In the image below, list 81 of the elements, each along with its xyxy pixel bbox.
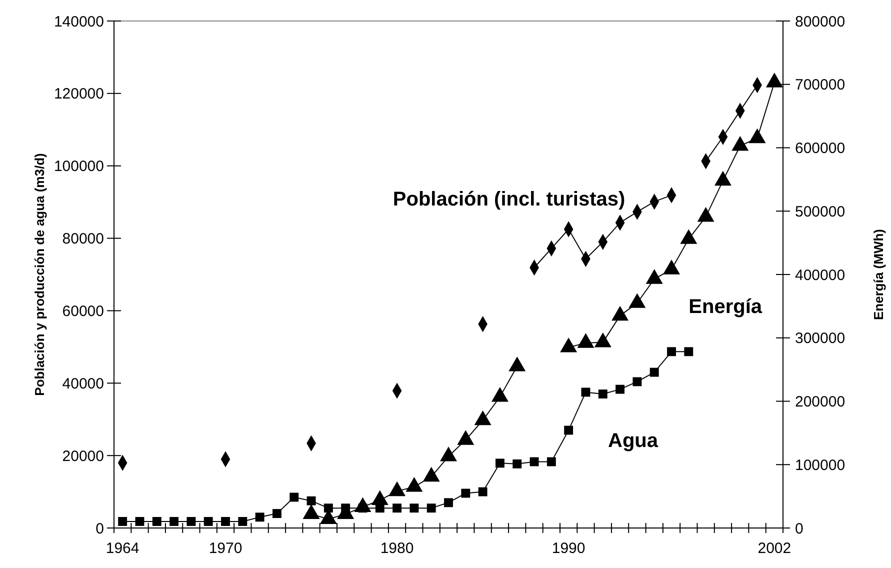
point	[697, 207, 714, 222]
point	[512, 459, 522, 468]
point	[646, 269, 663, 284]
point	[594, 332, 612, 348]
point	[530, 457, 539, 466]
point	[598, 390, 608, 398]
point	[135, 517, 144, 526]
series-label: Población (incl. turistas)	[392, 188, 626, 211]
point	[508, 356, 526, 372]
point	[422, 466, 440, 482]
point	[238, 517, 248, 526]
point	[748, 128, 766, 144]
point	[564, 426, 574, 435]
point	[388, 481, 406, 496]
x-tick-label: 2002	[758, 540, 792, 557]
y2-tick-label: 600000	[795, 140, 846, 157]
point	[628, 293, 646, 308]
point	[663, 260, 680, 274]
point	[766, 72, 783, 88]
point	[560, 338, 578, 352]
x-tick-label: 1970	[208, 540, 242, 557]
point	[581, 388, 590, 397]
point	[255, 512, 264, 522]
point	[546, 457, 556, 466]
point	[204, 517, 213, 526]
y2-tick-label: 200000	[795, 394, 846, 410]
y2-tick-label: 800000	[795, 13, 846, 30]
series-label: Agua	[608, 430, 659, 452]
point	[474, 410, 492, 426]
y-axis-title: Población y producción de agua (m3/d)	[32, 153, 47, 396]
y2-tick-label: 300000	[795, 330, 846, 348]
point	[272, 509, 282, 518]
x-tick-label: 1990	[552, 540, 586, 557]
point	[616, 384, 625, 394]
point	[426, 504, 436, 513]
point	[186, 517, 196, 526]
point	[650, 368, 659, 377]
y2-tick-label: 100000	[795, 456, 846, 474]
point	[684, 347, 694, 356]
y-tick-label: 140000	[54, 13, 104, 30]
x-tick-label: 1980	[380, 540, 414, 557]
point	[118, 517, 128, 526]
y2-tick-label: 500000	[795, 203, 846, 220]
point	[444, 498, 453, 508]
point	[306, 496, 316, 506]
point	[290, 492, 299, 502]
point	[341, 504, 350, 513]
point	[667, 347, 676, 356]
point	[152, 517, 162, 526]
y-tick-label: 100000	[54, 158, 104, 176]
series-label: Energía	[688, 296, 763, 318]
point	[680, 229, 698, 244]
point	[392, 504, 402, 513]
point	[324, 504, 333, 513]
point	[478, 487, 488, 496]
y2-tick-label: 700000	[795, 76, 846, 94]
point	[714, 170, 732, 186]
y-tick-label: 60000	[62, 302, 104, 320]
y-tick-label: 80000	[62, 230, 104, 248]
y-tick-label: 0	[96, 520, 104, 538]
point	[302, 504, 320, 519]
point	[170, 517, 179, 526]
point	[732, 136, 749, 151]
point	[491, 387, 508, 402]
point	[612, 306, 629, 321]
point	[495, 458, 504, 468]
point	[577, 333, 594, 348]
y2-tick-label: 0	[795, 520, 804, 538]
point	[221, 517, 230, 526]
y-tick-label: 20000	[62, 448, 104, 465]
y2-tick-label: 400000	[795, 266, 846, 284]
y2-axis-title: Energía (MWh)	[871, 229, 886, 320]
point	[440, 446, 457, 462]
point	[410, 504, 419, 513]
point	[632, 377, 642, 386]
point	[406, 476, 423, 492]
x-tick-label: 1964	[106, 540, 140, 557]
y-tick-label: 40000	[62, 375, 104, 392]
point	[457, 430, 474, 445]
point	[461, 488, 470, 498]
y-tick-label: 120000	[54, 86, 104, 103]
